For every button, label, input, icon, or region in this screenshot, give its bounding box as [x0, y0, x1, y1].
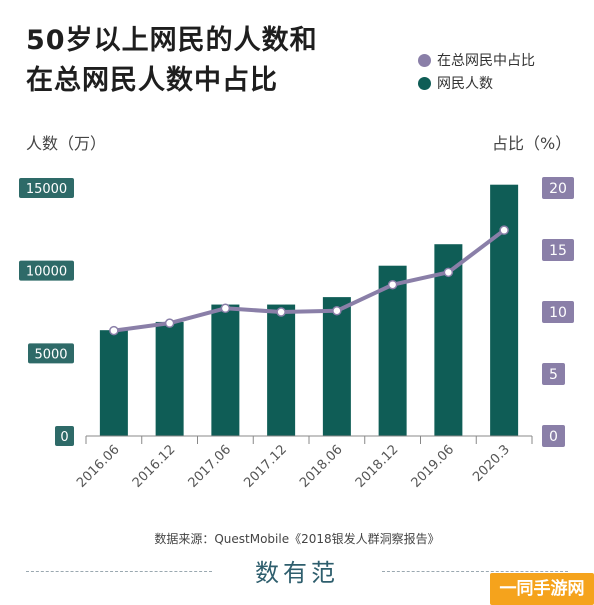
y-right-tick-box — [542, 363, 565, 385]
x-tick-label: 2020.3 — [470, 442, 513, 485]
y-right-tick-box — [542, 177, 574, 199]
y-right-tick-box — [542, 301, 574, 323]
bar-2017.06 — [211, 304, 240, 436]
ratio-line — [111, 228, 507, 333]
y-left-tick-box — [19, 260, 74, 281]
chart-title-line-1: 50岁以上网民的人数和 — [26, 25, 318, 56]
y-axis-right-title: 占比（%） — [492, 134, 572, 153]
x-tick-label: 2016.06 — [74, 442, 123, 491]
legend-item-ratio: 在总网民中占比 — [418, 50, 535, 70]
y-right-tick-label: 5 — [549, 367, 558, 383]
ratio-point-2019.06 — [443, 267, 454, 278]
y-left-tick-label: 10000 — [26, 265, 67, 280]
legend-item-users: 网民人数 — [418, 73, 493, 93]
ratio-point-2017.06 — [220, 303, 231, 314]
legend-dot-ratio-icon — [418, 53, 431, 67]
ratio-point-2016.12 — [164, 318, 175, 328]
legend-label-ratio: 在总网民中占比 — [437, 53, 535, 69]
footer-rule-left — [26, 571, 212, 573]
brand-logo: 数有范 — [255, 559, 339, 587]
y-left-tick-label: 0 — [60, 430, 68, 445]
chart-plot-area: 2016.06 2016.12 2017.06 2017.12 2018.06 2018.… — [19, 177, 574, 491]
y-right-tick-label: 15 — [549, 243, 567, 259]
bar-2016.06 — [99, 330, 128, 436]
bar-2018.12 — [378, 265, 407, 436]
bar-2017.12 — [267, 304, 296, 436]
y-left-tick-label: 15000 — [26, 182, 67, 197]
y-right-tick-box — [542, 239, 574, 261]
legend-dot-users-icon — [418, 76, 431, 90]
y-right-tick-label: 10 — [549, 305, 567, 321]
ratio-point-2018.12 — [387, 279, 398, 290]
x-tick-label: 2016.12 — [130, 442, 179, 491]
y-right-tick-box — [542, 425, 565, 447]
y-right-tick-label: 20 — [549, 181, 567, 197]
x-tick-label: 2017.12 — [241, 442, 290, 491]
watermark-badge: 一同手游网 — [490, 573, 594, 605]
y-axis-left-title: 人数（万） — [26, 134, 107, 153]
data-source-note: 数据来源：QuestMobile《2018银发人群洞察报告》 — [154, 532, 440, 546]
y-left-tick-box — [55, 426, 74, 446]
x-tick-label: 2018.12 — [353, 442, 402, 491]
bar-2020.3 — [490, 184, 519, 436]
x-tick-label: 2019.06 — [409, 442, 458, 491]
x-tick-label: 2018.06 — [297, 442, 346, 491]
ratio-point-2018.06 — [332, 306, 342, 316]
ratio-point-2020.3 — [499, 225, 509, 235]
bar-2018.06 — [322, 297, 351, 436]
ratio-point-2017.12 — [276, 307, 286, 317]
y-left-tick-box — [28, 343, 74, 364]
y-left-tick-label: 5000 — [34, 347, 67, 362]
y-right-tick-label: 0 — [549, 429, 558, 445]
ratio-point-2016.06 — [109, 325, 119, 336]
footer-rule-right — [382, 571, 568, 573]
bar-2016.12 — [155, 321, 184, 436]
x-tick-label: 2017.06 — [186, 442, 235, 491]
legend-label-users: 网民人数 — [437, 76, 493, 92]
y-left-tick-box — [19, 178, 74, 198]
chart-title-line-2: 在总网民人数中占比 — [26, 65, 278, 96]
